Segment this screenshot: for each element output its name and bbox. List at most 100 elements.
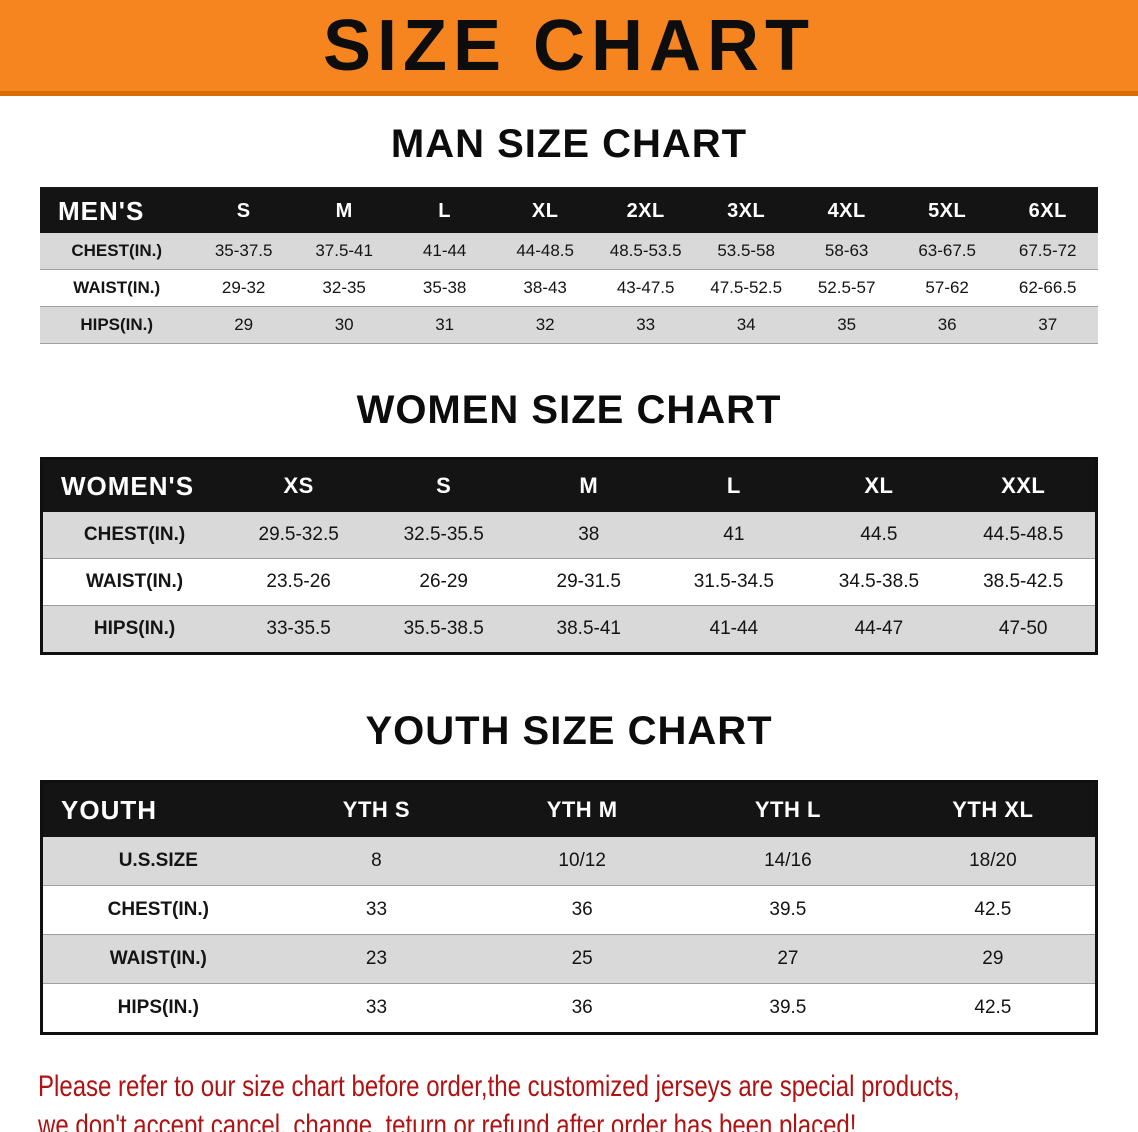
value-cell: 38-43 bbox=[494, 269, 596, 307]
value-cell: 47-50 bbox=[951, 605, 1097, 654]
row-label-cell: CHEST(IN.) bbox=[41, 512, 227, 559]
value-cell: 41 bbox=[661, 512, 807, 559]
youth-size-table: YOUTH YTH S YTH M YTH L YTH XL U.S.SIZE 8 10/12… bbox=[40, 780, 1098, 1035]
value-cell: 44.5 bbox=[806, 512, 952, 559]
size-header-cell: YTH L bbox=[685, 781, 891, 837]
table-row: CHEST(IN.) 35-37.5 37.5-41 41-44 44-48.5 48.5… bbox=[40, 233, 1098, 270]
value-cell: 27 bbox=[685, 934, 891, 984]
value-cell: 8 bbox=[273, 837, 480, 886]
size-header-cell: L bbox=[661, 458, 807, 512]
value-cell: 47.5-52.5 bbox=[695, 269, 797, 307]
size-header-cell: XL bbox=[494, 188, 596, 233]
value-cell: 38.5-41 bbox=[516, 605, 662, 654]
value-cell: 33-35.5 bbox=[226, 605, 372, 654]
row-label-cell: HIPS(IN.) bbox=[41, 605, 227, 654]
value-cell: 38.5-42.5 bbox=[951, 558, 1097, 606]
value-cell: 37 bbox=[997, 306, 1098, 344]
size-header-cell: XXL bbox=[951, 458, 1097, 512]
table-row: HIPS(IN.) 33-35.5 35.5-38.5 38.5-41 41-44 44-… bbox=[41, 605, 1097, 654]
row-label-cell: WAIST(IN.) bbox=[41, 934, 274, 984]
table-row: U.S.SIZE 8 10/12 14/16 18/20 bbox=[41, 837, 1097, 886]
notice-line-1: Please refer to our size chart before or… bbox=[38, 1070, 960, 1103]
value-cell: 23.5-26 bbox=[226, 558, 372, 606]
value-cell: 23 bbox=[273, 934, 480, 984]
table-row: HIPS(IN.) 33 36 39.5 42.5 bbox=[41, 983, 1097, 1034]
size-header-cell: YTH XL bbox=[890, 781, 1097, 837]
value-cell: 35.5-38.5 bbox=[371, 605, 517, 654]
value-cell: 33 bbox=[595, 306, 696, 344]
row-label-cell: HIPS(IN.) bbox=[40, 306, 194, 344]
value-cell: 36 bbox=[896, 306, 998, 344]
size-header-cell: 5XL bbox=[896, 188, 998, 233]
value-cell: 38 bbox=[516, 512, 662, 559]
row-label-cell: CHEST(IN.) bbox=[41, 885, 274, 935]
value-cell: 44.5-48.5 bbox=[951, 512, 1097, 559]
table-row: CHEST(IN.) 33 36 39.5 42.5 bbox=[41, 885, 1097, 935]
value-cell: 29 bbox=[890, 934, 1097, 984]
value-cell: 58-63 bbox=[796, 233, 897, 270]
youth-size-chart-section: YOUTH SIZE CHART YOUTH YTH S YTH M YTH L YTH … bbox=[0, 655, 1138, 1035]
page-title: SIZE CHART bbox=[323, 5, 815, 86]
value-cell: 32-35 bbox=[293, 269, 395, 307]
size-header-cell: M bbox=[293, 188, 395, 233]
row-label-cell: WAIST(IN.) bbox=[41, 558, 227, 606]
footer-notice: Please refer to our size chart before or… bbox=[38, 1067, 1138, 1132]
value-cell: 52.5-57 bbox=[796, 269, 897, 307]
table-row: HIPS(IN.) 29 30 31 32 33 34 35 36 37 bbox=[40, 306, 1098, 344]
value-cell: 35 bbox=[796, 306, 897, 344]
value-cell: 29-31.5 bbox=[516, 558, 662, 606]
size-header-cell: XL bbox=[806, 458, 952, 512]
size-header-cell: L bbox=[394, 188, 495, 233]
value-cell: 29 bbox=[193, 306, 294, 344]
men-size-table: MEN'S S M L XL 2XL 3XL 4XL 5XL 6XL CHEST(IN.) 35-37… bbox=[40, 187, 1098, 344]
size-header-cell: YTH S bbox=[273, 781, 480, 837]
value-cell: 53.5-58 bbox=[695, 233, 797, 270]
size-header-cell: YTH M bbox=[479, 781, 686, 837]
notice-line-2: we don't accept cancel, change, teturn o… bbox=[38, 1109, 857, 1132]
value-cell: 63-67.5 bbox=[896, 233, 998, 270]
value-cell: 42.5 bbox=[890, 983, 1097, 1034]
value-cell: 37.5-41 bbox=[293, 233, 395, 270]
table-title-cell: YOUTH bbox=[41, 781, 274, 837]
size-header-cell: 3XL bbox=[695, 188, 797, 233]
value-cell: 48.5-53.5 bbox=[595, 233, 696, 270]
value-cell: 33 bbox=[273, 885, 480, 935]
table-row: WAIST(IN.) 23.5-26 26-29 29-31.5 31.5-34.5 34… bbox=[41, 558, 1097, 606]
value-cell: 31 bbox=[394, 306, 495, 344]
value-cell: 41-44 bbox=[661, 605, 807, 654]
value-cell: 18/20 bbox=[890, 837, 1097, 886]
size-chart-sections: MAN SIZE CHART MEN'S S M L XL 2XL 3XL 4XL 5XL 6XL C… bbox=[0, 96, 1138, 1035]
table-row: CHEST(IN.) 29.5-32.5 32.5-35.5 38 41 44.5 44.5… bbox=[41, 512, 1097, 559]
row-label-cell: HIPS(IN.) bbox=[41, 983, 274, 1034]
size-header-cell: 4XL bbox=[796, 188, 897, 233]
row-label-cell: CHEST(IN.) bbox=[40, 233, 194, 270]
size-header-cell: M bbox=[516, 458, 662, 512]
value-cell: 29.5-32.5 bbox=[226, 512, 372, 559]
row-label-cell: WAIST(IN.) bbox=[40, 269, 194, 307]
value-cell: 34 bbox=[695, 306, 797, 344]
value-cell: 35-37.5 bbox=[193, 233, 294, 270]
women-size-table: WOMEN'S XS S M L XL XXL CHEST(IN.) 29.5-32.5 32.5… bbox=[40, 457, 1098, 655]
size-header-cell: 2XL bbox=[595, 188, 696, 233]
value-cell: 34.5-38.5 bbox=[806, 558, 952, 606]
table-title-cell: WOMEN'S bbox=[41, 458, 227, 512]
value-cell: 35-38 bbox=[394, 269, 495, 307]
size-header-cell: S bbox=[193, 188, 294, 233]
men-section-heading: MAN SIZE CHART bbox=[390, 122, 748, 166]
value-cell: 14/16 bbox=[685, 837, 891, 886]
value-cell: 62-66.5 bbox=[997, 269, 1098, 307]
value-cell: 39.5 bbox=[685, 983, 891, 1034]
value-cell: 43-47.5 bbox=[595, 269, 696, 307]
banner: SIZE CHART bbox=[0, 0, 1138, 96]
value-cell: 57-62 bbox=[896, 269, 998, 307]
value-cell: 30 bbox=[293, 306, 395, 344]
value-cell: 32.5-35.5 bbox=[371, 512, 517, 559]
value-cell: 32 bbox=[494, 306, 596, 344]
value-cell: 44-48.5 bbox=[494, 233, 596, 270]
value-cell: 36 bbox=[479, 983, 686, 1034]
row-label-cell: U.S.SIZE bbox=[41, 837, 274, 886]
value-cell: 44-47 bbox=[806, 605, 952, 654]
value-cell: 31.5-34.5 bbox=[661, 558, 807, 606]
value-cell: 25 bbox=[479, 934, 686, 984]
